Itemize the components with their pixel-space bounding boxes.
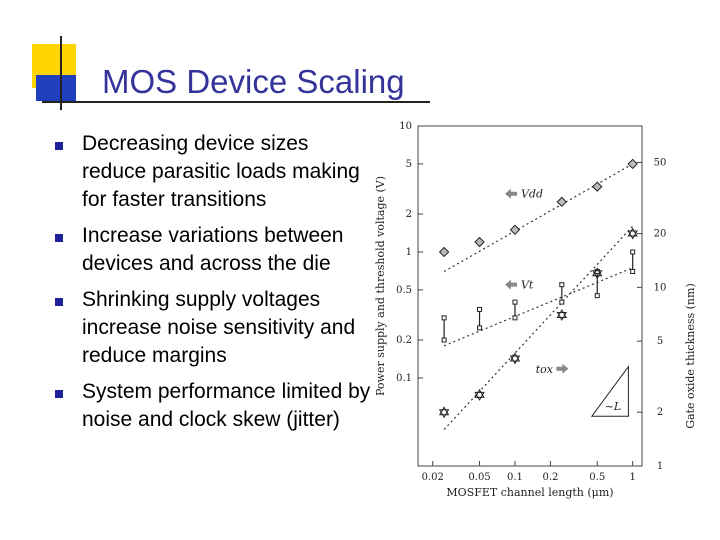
vt-point-high: [441, 315, 447, 321]
vt-point-low: [512, 315, 518, 321]
tox-point-inv: [474, 391, 485, 401]
slide-title: MOS Device Scaling: [102, 63, 405, 100]
slide-decoration-blue-bar: [36, 75, 76, 101]
trend-line-vdd: [443, 163, 633, 273]
bullet-square-icon: [55, 142, 63, 150]
vt-point-low: [594, 293, 600, 299]
bullet-square-icon: [55, 298, 63, 306]
y2-tick-label: 2: [657, 407, 663, 418]
x-tick-label: 1: [629, 472, 635, 483]
bullet-text: Shrinking supply voltages increase noise…: [82, 288, 356, 367]
x-tick-label: 0.1: [507, 472, 523, 483]
vt-point-low: [441, 337, 447, 343]
scaling-triangle: [590, 365, 629, 417]
vdd-point: [509, 224, 521, 235]
vdd-point: [438, 246, 450, 258]
y-tick-label: 5: [406, 159, 412, 170]
vt-arrow-icon: [504, 279, 517, 290]
vt-label: Vt: [521, 279, 534, 292]
bullet-square-icon: [55, 234, 63, 242]
slide-title-underline: [42, 101, 430, 103]
y2-tick-label: 1: [657, 461, 663, 472]
vt-point-low: [630, 268, 636, 274]
y2-tick-label: 20: [654, 229, 667, 240]
y2-axis-title: Gate oxide thickness (nm): [684, 283, 697, 429]
tox-point: [438, 406, 450, 416]
vt-point-low: [477, 325, 483, 331]
scaling-chart: 0.02 0.05 0.1 0.2 0.5 1 10 5 2 1 0.5 0.2 0.1 50 20 10 5 2…: [370, 118, 710, 510]
y2-tick-label: 5: [657, 336, 663, 347]
tox-point: [627, 227, 638, 237]
bullet-text: System performance limited by noise and …: [82, 380, 371, 431]
vt-point-high: [477, 306, 483, 312]
y2-tick-label: 10: [654, 282, 667, 293]
tox-label: tox: [536, 363, 554, 376]
bullet-item: Decreasing device sizes reduce parasitic…: [52, 130, 372, 214]
trend-line-vt: [443, 267, 633, 347]
bullet-text: Increase variations between devices and …: [82, 224, 344, 275]
vdd-point: [556, 196, 568, 208]
scaling-chart-svg: 0.02 0.05 0.1 0.2 0.5 1 10 5 2 1 0.5 0.2 0.1 50 20 10 5 2…: [374, 121, 697, 499]
y-tick-label: 10: [399, 121, 412, 132]
tox-point: [556, 309, 568, 319]
bullet-square-icon: [55, 390, 63, 398]
trend-line-tox: [443, 225, 634, 430]
y-tick-label: 0.2: [396, 335, 412, 346]
bullet-item: Increase variations between devices and …: [52, 222, 372, 278]
vt-point-high: [512, 299, 518, 305]
tox-point-inv: [627, 230, 638, 240]
tox-point-inv: [509, 355, 521, 365]
tox-point-inv: [438, 409, 450, 419]
x-tick-label: 0.5: [589, 472, 605, 483]
vt-point-high: [630, 249, 636, 255]
tox-point: [474, 388, 485, 398]
y-tick-label: 1: [406, 247, 412, 258]
y-tick-label: 0.1: [396, 373, 412, 384]
x-axis-title: MOSFET channel length (μm): [446, 486, 613, 499]
vdd-point: [627, 158, 638, 170]
tox-point-inv: [556, 312, 568, 322]
x-tick-label: 0.05: [468, 472, 490, 483]
tox-arrow-icon: [556, 363, 569, 374]
bullet-list: Decreasing device sizes reduce parasitic…: [52, 130, 372, 442]
tox-point: [592, 267, 603, 277]
vdd-point: [592, 181, 603, 192]
vdd-point: [474, 236, 485, 248]
tox-point-inv: [592, 270, 603, 280]
tox-point: [509, 352, 521, 362]
bullet-text: Decreasing device sizes reduce parasitic…: [82, 132, 360, 211]
x-tick-label: 0.2: [542, 472, 558, 483]
slide-decoration-vertical-line: [60, 36, 62, 110]
vt-point-high: [559, 282, 565, 288]
y2-tick-label: 50: [654, 157, 667, 168]
y-tick-label: 0.5: [396, 285, 412, 296]
plot-frame: [417, 125, 643, 467]
vt-point-low: [559, 299, 565, 305]
vdd-label: Vdd: [521, 188, 543, 201]
y-axis-title: Power supply and threshold voltage (V): [374, 176, 387, 396]
vdd-arrow-icon: [504, 188, 517, 199]
y-tick-label: 2: [406, 209, 412, 220]
bullet-item: System performance limited by noise and …: [52, 378, 372, 434]
bullet-item: Shrinking supply voltages increase noise…: [52, 286, 372, 370]
x-tick-label: 0.02: [422, 472, 444, 483]
scaling-label: ~L: [605, 400, 622, 413]
